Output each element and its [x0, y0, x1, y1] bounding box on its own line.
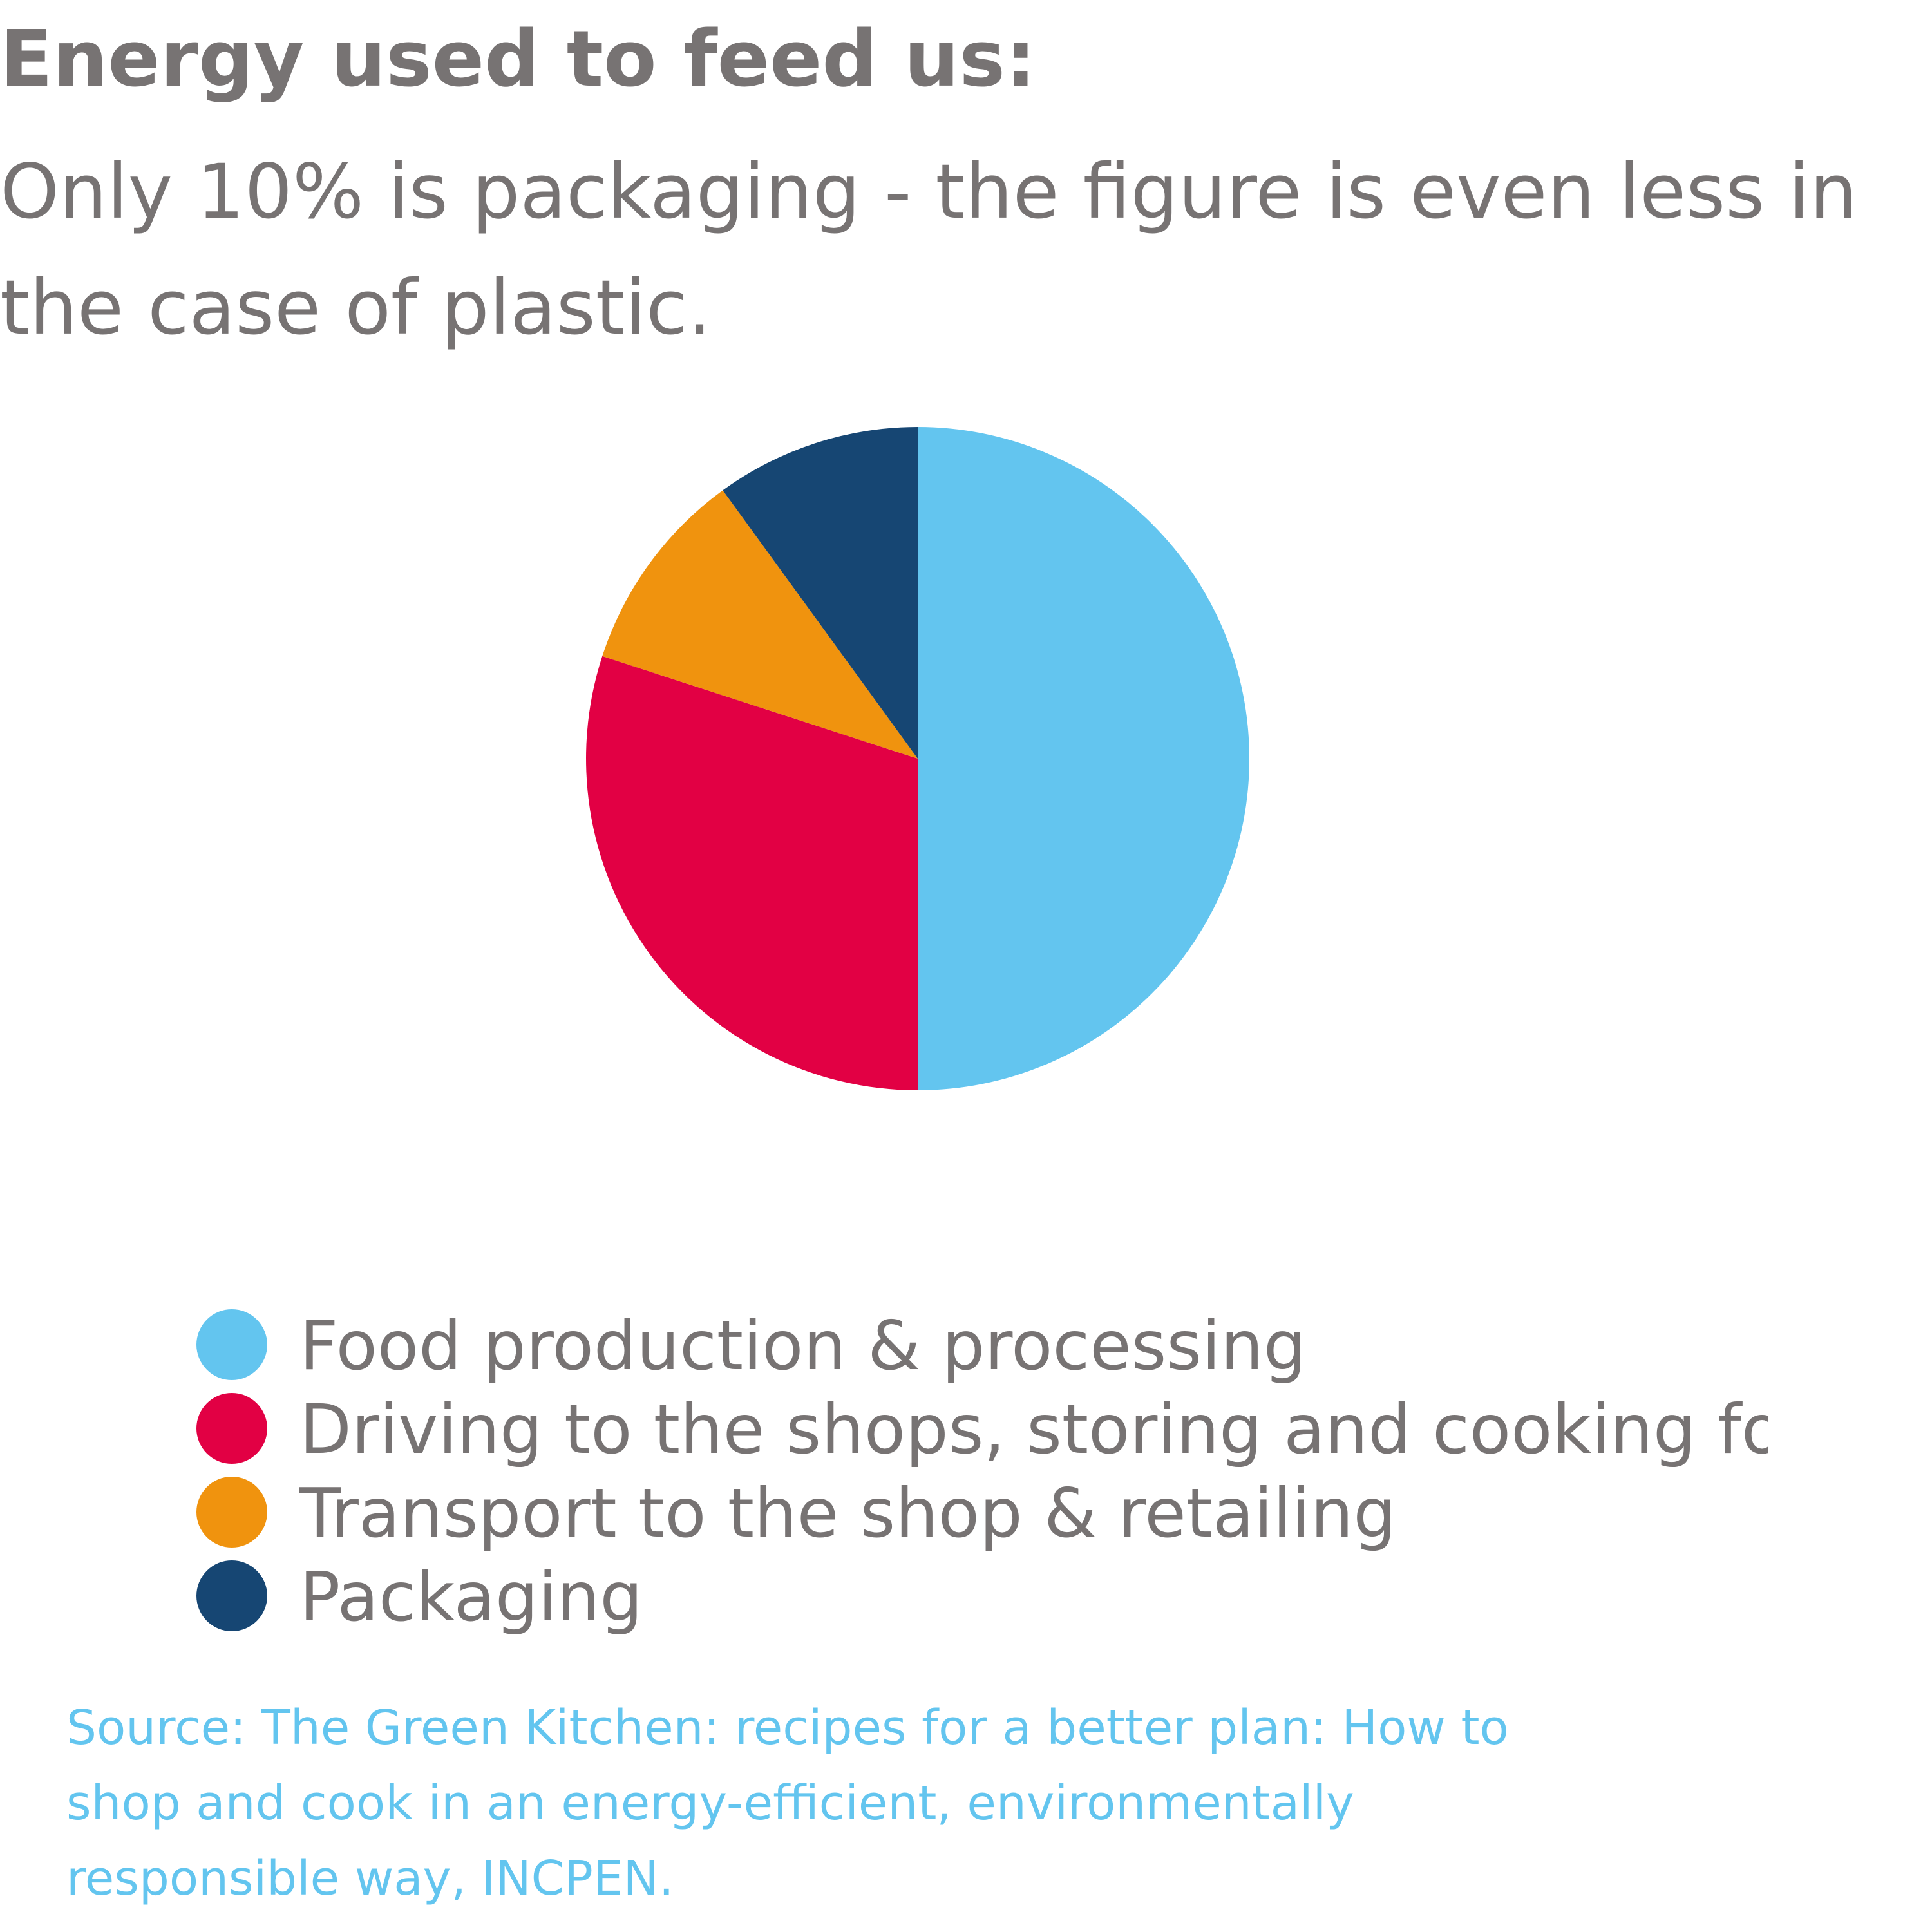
pie-slice-2: [602, 490, 918, 759]
pie-slices: [586, 427, 1249, 1090]
chart-title: Energy used to feed us:: [0, 15, 1036, 104]
legend-swatch-2: [196, 1477, 267, 1548]
pie-slice-0: [918, 427, 1249, 1090]
legend-item-0: Food production & processing: [196, 1304, 1768, 1388]
legend-label-2: Transport to the shop & retailing: [299, 1474, 1397, 1553]
legend-swatch-0: [196, 1309, 267, 1380]
source-note[interactable]: Source: The Green Kitchen: recipes for a…: [66, 1700, 1509, 1906]
legend-item-3: Packaging: [196, 1555, 1768, 1639]
legend-swatch-3: [196, 1560, 267, 1631]
pie-slice-3: [723, 427, 918, 759]
legend-label-1: Driving to the shops, storing and cookin…: [299, 1390, 1768, 1469]
legend-item-2: Transport to the shop & retailing: [196, 1472, 1768, 1555]
legend-swatch-1: [196, 1393, 267, 1464]
chart-subtitle: Only 10% is packaging - the figure is ev…: [0, 147, 1858, 352]
pie-slice-1: [586, 656, 918, 1090]
legend-item-1: Driving to the shops, storing and cookin…: [196, 1388, 1768, 1472]
legend-label-3: Packaging: [299, 1558, 643, 1636]
legend-label-0: Food production & processing: [299, 1307, 1307, 1385]
pie-chart: [586, 427, 1249, 1090]
legend: Food production & processing Driving to t…: [196, 1304, 1768, 1639]
